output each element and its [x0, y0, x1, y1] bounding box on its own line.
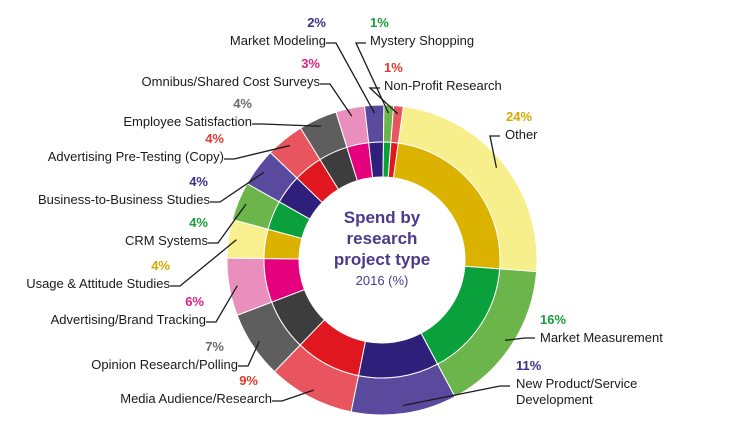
pct-label-opinion-research-polling: 7%	[205, 339, 224, 354]
center-title-line-1: Spend by	[344, 208, 421, 227]
slices-group	[226, 104, 538, 416]
category-label-non-profit-research: Non-Profit Research	[384, 78, 502, 93]
category-label-advertising-brand-tracking: Advertising/Brand Tracking	[51, 312, 206, 327]
pct-label-employee-satisfaction: 4%	[233, 96, 252, 111]
leader-line-other	[489, 135, 500, 168]
leader-lines	[170, 42, 535, 407]
category-label-opinion-research-polling: Opinion Research/Polling	[91, 357, 238, 372]
leader-line-employee-satisfaction	[252, 123, 322, 127]
leader-line-new-product-service-development	[403, 385, 510, 407]
leader-line-crm-systems	[208, 203, 247, 244]
leader-line-non-profit-research	[368, 87, 399, 115]
pct-label-new-product-service-development: 11%	[516, 358, 542, 373]
pct-label-market-modeling: 2%	[307, 15, 326, 30]
leader-line-usage-attitude-studies	[170, 239, 237, 287]
leader-line-business-to-business-studies	[210, 171, 265, 203]
category-label-new-product-service-development-line-1: New Product/Service	[516, 376, 637, 391]
leader-line-market-measurement	[505, 337, 535, 341]
center-title-line-3: project type	[334, 250, 430, 269]
center-title: Spend by research project type 2016 (%)	[334, 208, 430, 288]
center-title-line-2: research	[347, 229, 418, 248]
center-subtitle: 2016 (%)	[356, 273, 409, 288]
category-label-market-measurement: Market Measurement	[540, 330, 663, 345]
category-label-crm-systems: CRM Systems	[125, 233, 209, 248]
leader-line-advertising-brand-tracking	[206, 285, 238, 323]
leader-line-advertising-pre-testing-copy	[224, 144, 290, 160]
pct-label-advertising-brand-tracking: 6%	[185, 294, 204, 309]
pct-label-other: 24%	[506, 109, 532, 124]
leader-line-mystery-shopping	[354, 42, 390, 114]
category-label-mystery-shopping: Mystery Shopping	[370, 33, 474, 48]
category-label-employee-satisfaction: Employee Satisfaction	[123, 114, 252, 129]
pct-label-omnibus-shared-cost-surveys: 3%	[301, 56, 320, 71]
slice-inner-non-profit-research	[387, 141, 399, 179]
category-label-omnibus-shared-cost-surveys: Omnibus/Shared Cost Surveys	[142, 74, 321, 89]
slice-labels: 24% Other 16% Market Measurement 11% New Prod…	[26, 15, 663, 407]
leader-line-omnibus-shared-cost-surveys	[320, 83, 353, 117]
category-label-market-modeling: Market Modeling	[230, 33, 326, 48]
category-label-advertising-pre-testing-copy: Advertising Pre-Testing (Copy)	[48, 149, 224, 164]
pct-label-advertising-pre-testing-copy: 4%	[205, 131, 224, 146]
pct-label-non-profit-research: 1%	[384, 60, 403, 75]
leader-line-market-modeling	[326, 42, 376, 114]
category-label-media-audience-research: Media Audience/Research	[120, 391, 272, 406]
pct-label-mystery-shopping: 1%	[370, 15, 389, 30]
category-label-business-to-business-studies: Business-to-Business Studies	[38, 192, 210, 207]
category-label-usage-attitude-studies: Usage & Attitude Studies	[26, 276, 170, 291]
category-label-new-product-service-development-line-2: Development	[516, 392, 593, 407]
pct-label-market-measurement: 16%	[540, 312, 566, 327]
category-label-other: Other	[505, 127, 538, 142]
pct-label-usage-attitude-studies: 4%	[151, 258, 170, 273]
leader-line-opinion-research-polling	[238, 340, 260, 367]
pct-label-business-to-business-studies: 4%	[189, 174, 208, 189]
leader-line-media-audience-research	[272, 389, 314, 402]
pct-label-crm-systems: 4%	[189, 215, 208, 230]
pct-label-media-audience-research: 9%	[239, 373, 258, 388]
